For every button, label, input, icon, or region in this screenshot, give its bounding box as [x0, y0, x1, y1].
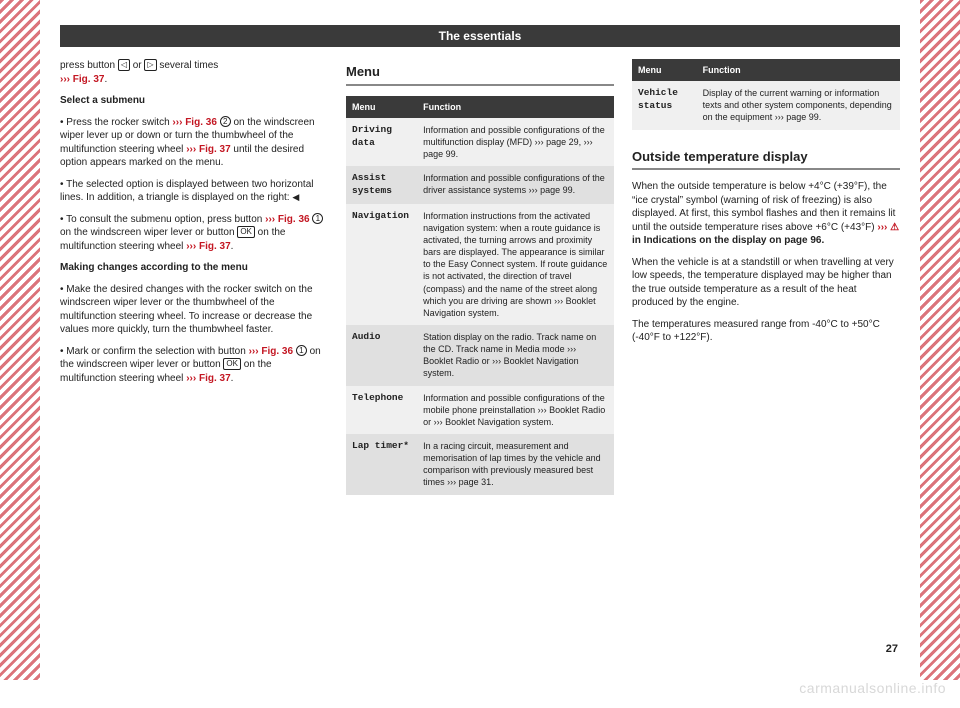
section-title-temp: Outside temperature display [632, 148, 900, 171]
cell-menu: Audio [346, 325, 417, 386]
cell-menu: Lap timer* [346, 434, 417, 495]
text: . [231, 241, 234, 252]
fig-ref: Fig. 37 [199, 373, 231, 384]
subheading-changes: Making changes according to the menu [60, 261, 328, 275]
p3: • To consult the submenu option, press b… [60, 213, 328, 254]
triangle-icon: ◀ [292, 192, 299, 202]
fig-ref: Fig. 36 [261, 346, 293, 357]
chevron-ref: ››› [60, 74, 73, 85]
th-menu: Menu [632, 59, 697, 81]
chevron-ref: ››› [265, 214, 278, 225]
p1: • Press the rocker switch ››› Fig. 36 2 … [60, 116, 328, 170]
warning-icon: ⚠ [890, 222, 899, 233]
column-1: press button ◁ or ▷ several times ››› Fi… [60, 59, 328, 495]
next-key-icon: ▷ [144, 59, 156, 71]
cell-menu: Telephone [346, 386, 417, 434]
intro-line: press button ◁ or ▷ several times ››› Fi… [60, 59, 328, 86]
table-row: NavigationInformation instructions from … [346, 204, 614, 325]
right-hatching [920, 0, 960, 680]
prev-key-icon: ◁ [118, 59, 130, 71]
chevron-ref: ››› [172, 117, 185, 128]
cell-fn: Information and possible configurations … [417, 386, 614, 434]
cell-fn: In a racing circuit, measurement and mem… [417, 434, 614, 495]
text-bold: in Indications on the display on page 96… [632, 235, 824, 246]
text: several times [157, 60, 219, 71]
table-row: Assist systemsInformation and possible c… [346, 166, 614, 204]
temp-p3: The temperatures measured range from -40… [632, 318, 900, 345]
column-2: Menu Menu Function Driving dataInformati… [346, 59, 614, 495]
table-row: AudioStation display on the radio. Track… [346, 325, 614, 386]
chevron-ref: ››› [877, 222, 890, 233]
cell-fn: Display of the current warning or inform… [697, 81, 900, 129]
cell-fn: Information and possible configurations … [417, 166, 614, 204]
text: . [231, 373, 234, 384]
chevron-ref: ››› [186, 241, 199, 252]
text: or [130, 60, 144, 71]
subheading-select: Select a submenu [60, 94, 328, 108]
table-row: Lap timer*In a racing circuit, measureme… [346, 434, 614, 495]
th-function: Function [697, 59, 900, 81]
watermark: carmanualsonline.info [799, 680, 946, 696]
text: press button [60, 60, 118, 71]
menu-table: Menu Function Driving dataInformation an… [346, 96, 614, 495]
fig-ref: Fig. 37 [73, 74, 105, 85]
ok-key-icon: OK [237, 226, 255, 238]
chapter-header: The essentials [60, 25, 900, 47]
cell-menu: Vehicle status [632, 81, 697, 129]
cell-fn: Information and possible configurations … [417, 118, 614, 166]
fig-ref: Fig. 36 [185, 117, 217, 128]
p4: • Make the desired changes with the rock… [60, 283, 328, 337]
section-title-menu: Menu [346, 63, 614, 86]
table-row: Vehicle statusDisplay of the current war… [632, 81, 900, 129]
text: • Press the rocker switch [60, 117, 172, 128]
temp-p1: When the outside temperature is below +4… [632, 180, 900, 248]
chevron-ref: ››› [186, 373, 199, 384]
table-header-row: Menu Function [632, 59, 900, 81]
cell-menu: Driving data [346, 118, 417, 166]
cell-menu: Assist systems [346, 166, 417, 204]
ok-key-icon: OK [223, 358, 241, 370]
left-hatching [0, 0, 40, 680]
column-3: Menu Function Vehicle statusDisplay of t… [632, 59, 900, 495]
p5: • Mark or confirm the selection with but… [60, 345, 328, 386]
text: • To consult the submenu option, press b… [60, 214, 265, 225]
column-layout: press button ◁ or ▷ several times ››› Fi… [60, 59, 900, 495]
page-content: The essentials press button ◁ or ▷ sever… [60, 25, 900, 495]
menu-table-continued: Menu Function Vehicle statusDisplay of t… [632, 59, 900, 130]
text: When the outside temperature is below +4… [632, 181, 895, 233]
temp-p2: When the vehicle is at a standstill or w… [632, 256, 900, 310]
text: on the windscreen wiper lever or button [60, 227, 237, 238]
text: . [104, 74, 107, 85]
p2: • The selected option is displayed betwe… [60, 178, 328, 205]
table-row: TelephoneInformation and possible config… [346, 386, 614, 434]
table-row: Driving dataInformation and possible con… [346, 118, 614, 166]
th-function: Function [417, 96, 614, 118]
text: • The selected option is displayed betwe… [60, 179, 313, 204]
th-menu: Menu [346, 96, 417, 118]
text: • Mark or confirm the selection with but… [60, 346, 249, 357]
cell-fn: Information instructions from the activa… [417, 204, 614, 325]
fig-ref: Fig. 37 [199, 241, 231, 252]
chevron-ref: ››› [249, 346, 262, 357]
callout-1-icon: 1 [312, 213, 323, 224]
callout-2-icon: 2 [220, 116, 231, 127]
fig-ref: Fig. 36 [278, 214, 310, 225]
cell-fn: Station display on the radio. Track name… [417, 325, 614, 386]
chevron-ref: ››› [186, 144, 199, 155]
cell-menu: Navigation [346, 204, 417, 325]
table-header-row: Menu Function [346, 96, 614, 118]
fig-ref: Fig. 37 [199, 144, 231, 155]
page-number: 27 [886, 643, 898, 655]
callout-1-icon: 1 [296, 345, 307, 356]
